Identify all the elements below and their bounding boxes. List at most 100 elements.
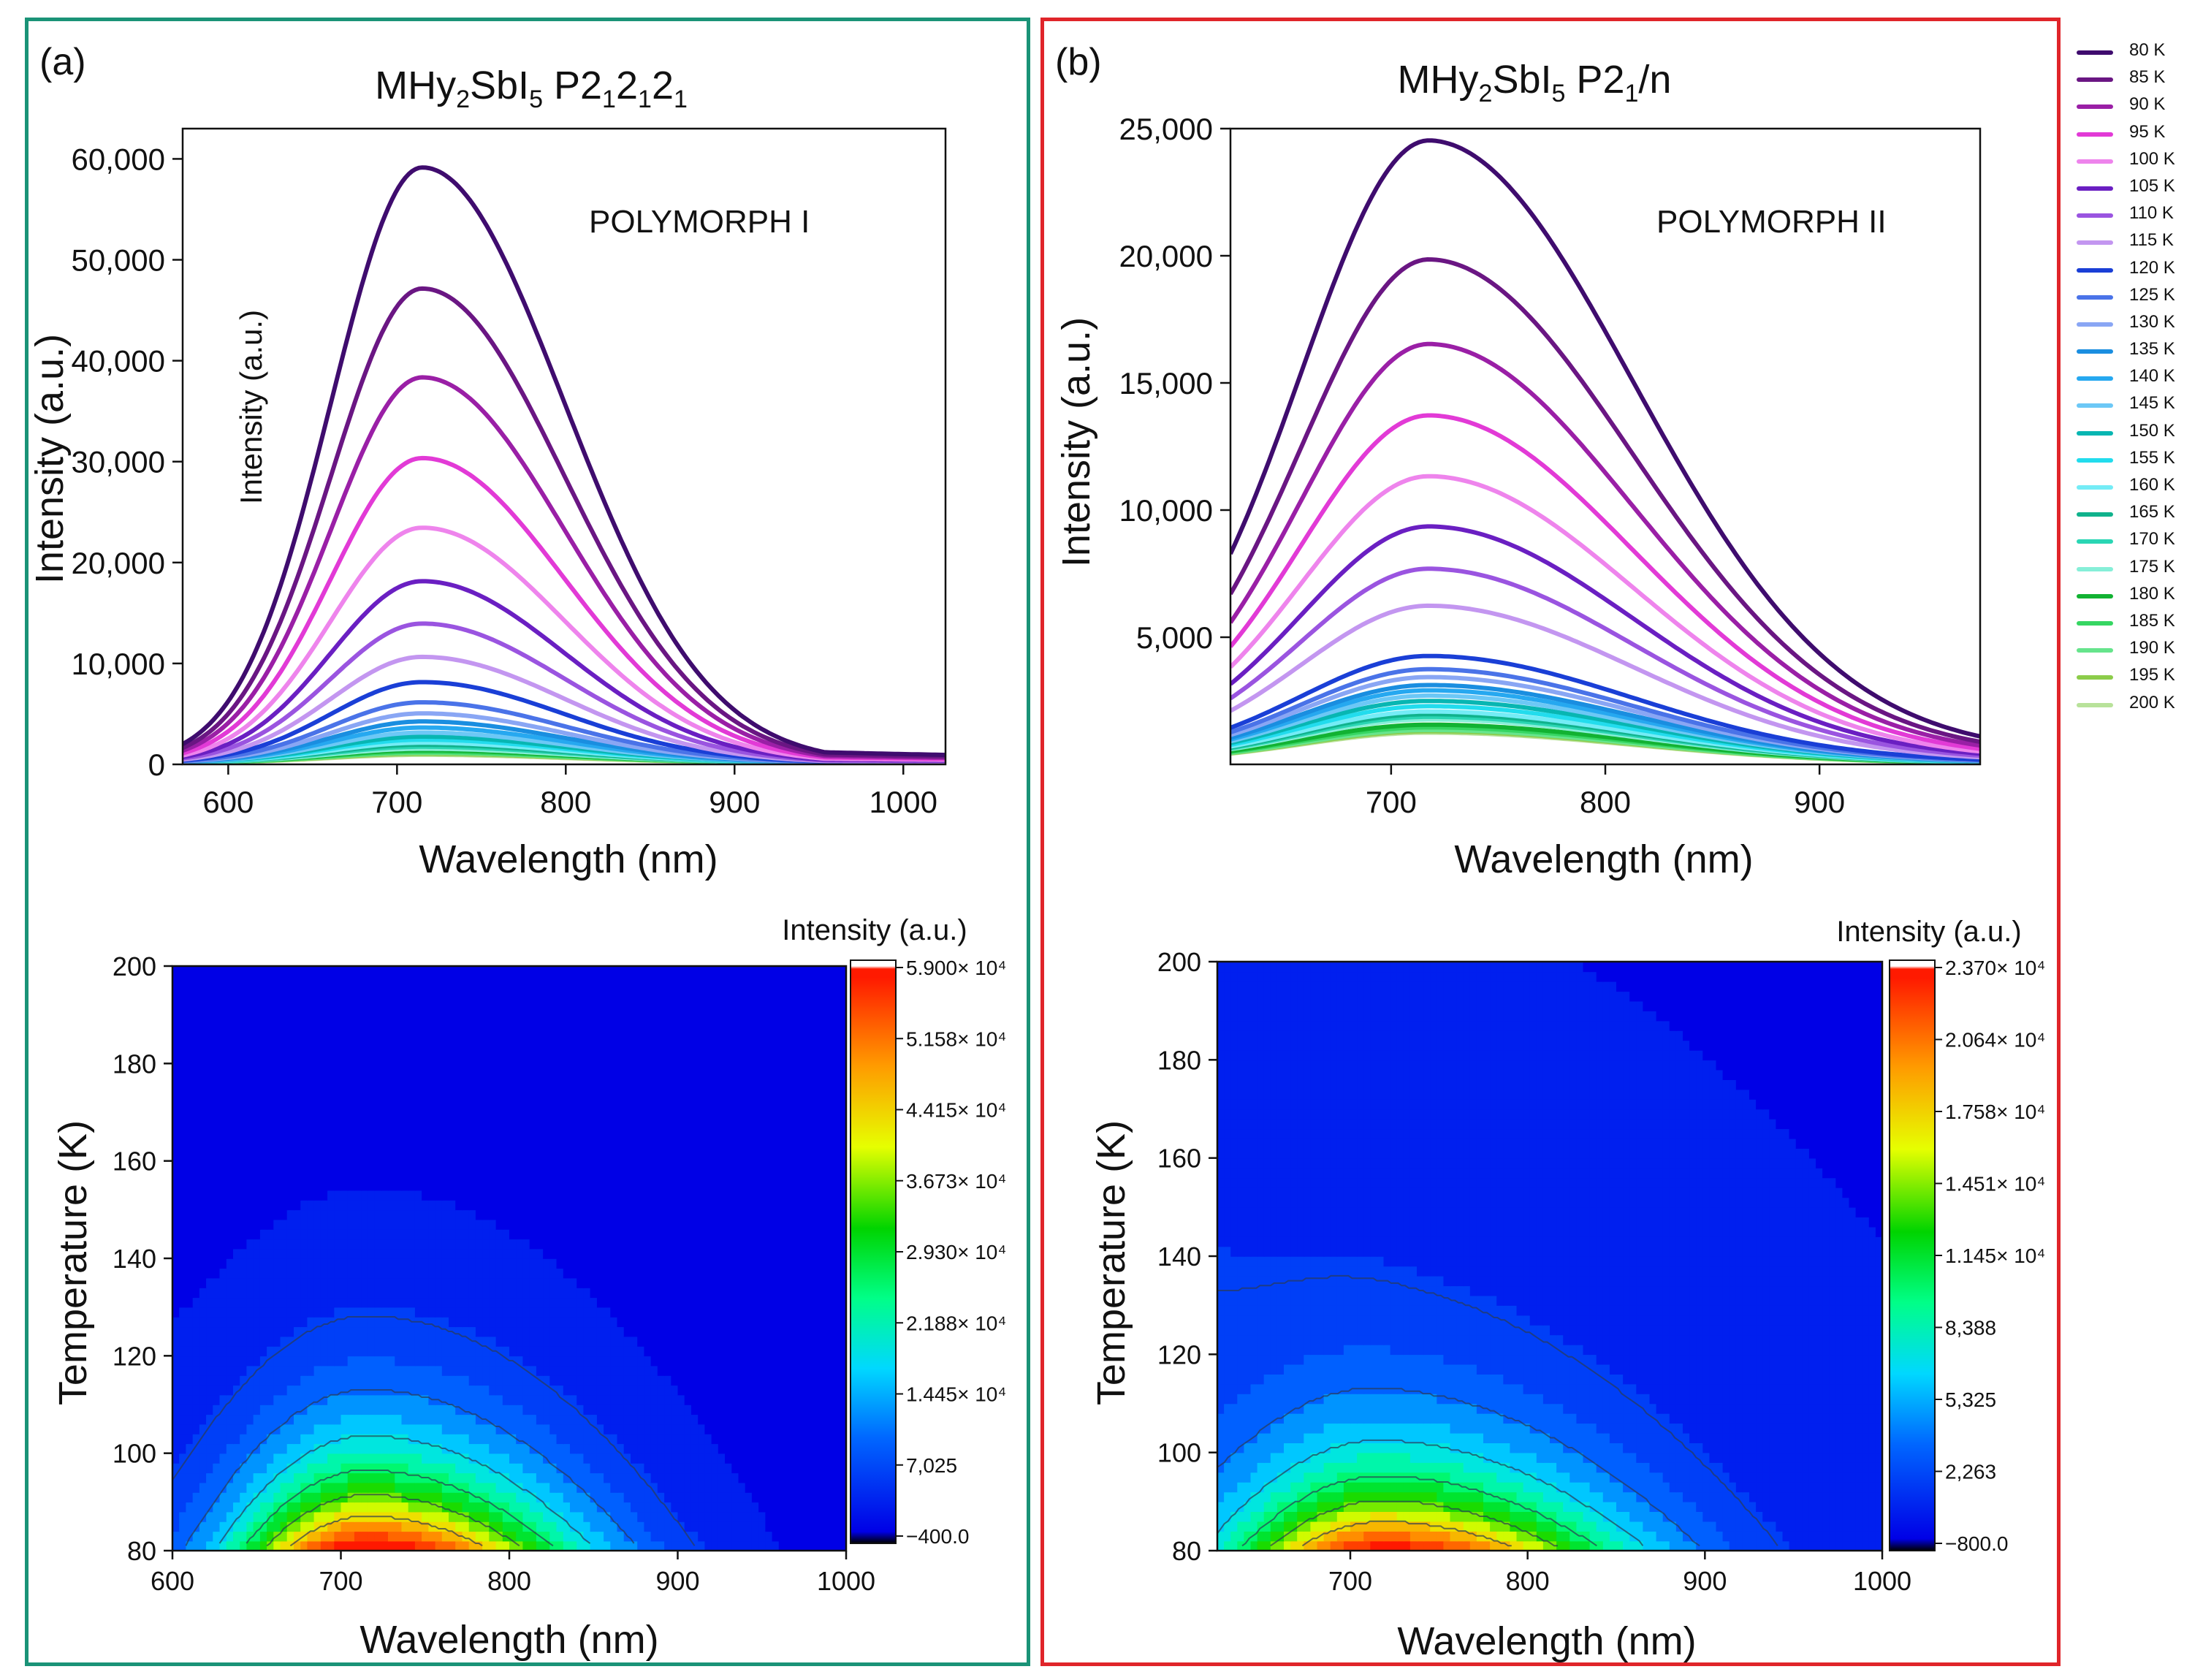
heatmap-cell	[650, 1307, 658, 1318]
heatmap-cell	[233, 1277, 240, 1288]
heatmap-cell	[435, 1258, 443, 1269]
heatmap-cell	[812, 1521, 820, 1532]
heatmap-cell	[468, 1229, 476, 1240]
heatmap-cell	[812, 1248, 820, 1259]
heatmap-cell	[381, 1443, 389, 1454]
heatmap-cell	[435, 1102, 443, 1113]
heatmap-cell	[340, 1141, 349, 1152]
heatmap-cell	[259, 1492, 267, 1503]
heatmap-cell	[186, 1511, 194, 1522]
heatmap-cell	[502, 1453, 510, 1464]
heatmap-cell	[468, 1288, 476, 1299]
heatmap-cell	[226, 1297, 234, 1308]
heatmap-cell	[199, 1434, 207, 1445]
heatmap-cell	[543, 1346, 551, 1357]
heatmap-cell	[294, 1239, 301, 1250]
heatmap-cell	[556, 1482, 564, 1493]
heatmap-cell	[327, 1414, 335, 1425]
heatmap-cell	[428, 1122, 436, 1133]
heatmap-cell	[246, 1414, 254, 1425]
heatmap-cell	[286, 1385, 294, 1396]
heatmap-cell	[361, 1463, 369, 1474]
heatmap-cell	[455, 1317, 463, 1328]
heatmap-cell	[495, 1424, 503, 1434]
heatmap-cell	[192, 1375, 200, 1386]
heatmap-cell	[300, 1171, 308, 1182]
heatmap-cell	[792, 1102, 800, 1113]
heatmap-cell	[704, 1375, 712, 1386]
heatmap-cell	[273, 1317, 281, 1328]
heatmap-cell	[441, 1336, 449, 1347]
heatmap-cell	[441, 1521, 449, 1532]
heatmap-cell	[388, 1394, 395, 1405]
heatmap-cell	[340, 1200, 349, 1211]
heatmap-cell	[738, 1482, 746, 1493]
heatmap-cell	[294, 1375, 301, 1386]
heatmap-cell	[522, 1540, 530, 1551]
heatmap-cell	[745, 1385, 753, 1396]
heatmap-cell	[690, 1297, 699, 1308]
heatmap-cell	[307, 1248, 315, 1259]
legend-swatch	[2077, 267, 2113, 273]
heatmap-cell	[509, 1229, 517, 1240]
heatmap-cell	[832, 1540, 840, 1551]
legend-swatch	[2077, 512, 2113, 517]
heatmap-cell	[509, 1531, 517, 1542]
legend-label: 145 K	[2129, 393, 2175, 414]
heatmap-cell	[253, 1346, 261, 1357]
heatmap-cell	[536, 1356, 544, 1367]
heatmap-cell	[186, 1307, 194, 1318]
heatmap-cell	[792, 1307, 800, 1318]
heatmap-cell	[354, 1209, 362, 1220]
heatmap-cell	[819, 1171, 827, 1182]
heatmap-cell	[522, 1190, 530, 1201]
heatmap-cell	[347, 1297, 355, 1308]
heatmap-cell	[267, 1317, 275, 1328]
heatmap-cell	[657, 1141, 665, 1152]
heatmap-cell	[596, 1297, 604, 1308]
heatmap-cell	[819, 1365, 827, 1376]
heatmap-cell	[199, 1160, 207, 1171]
heatmap-cell	[468, 1171, 476, 1182]
heatmap-cell	[395, 1472, 403, 1483]
heatmap-cell	[462, 1405, 470, 1415]
heatmap-cell	[475, 1160, 483, 1171]
heatmap-cell	[307, 1239, 315, 1250]
heatmap-cell	[199, 1229, 207, 1240]
heatmap-cell	[812, 1141, 820, 1152]
heatmap-cell	[300, 1317, 308, 1328]
heatmap-cell	[354, 1229, 362, 1240]
heatmap-cell	[192, 1092, 200, 1103]
heatmap-cell	[294, 1521, 301, 1532]
heatmap-cell	[832, 1229, 840, 1240]
heatmap-cell	[307, 1375, 315, 1386]
heatmap-cell	[570, 1326, 577, 1337]
heatmap-cell	[529, 1492, 537, 1503]
heatmap-cell	[718, 1180, 726, 1191]
heatmap-cell	[186, 1492, 194, 1503]
heatmap-cell	[812, 1453, 820, 1464]
heatmap-cell	[650, 1151, 658, 1162]
heatmap-cell	[286, 1424, 294, 1434]
heatmap-cell	[799, 1190, 807, 1201]
heatmap-cell	[516, 1317, 524, 1328]
heatmap-cell	[577, 1385, 585, 1396]
heatmap-cell	[644, 1122, 652, 1133]
heatmap-cell	[381, 1463, 389, 1474]
heatmap-cell	[671, 1434, 679, 1445]
heatmap-cell	[751, 1521, 759, 1532]
heatmap-cell	[408, 1453, 416, 1464]
heatmap-cell	[280, 1248, 288, 1259]
heatmap-cell	[449, 1540, 456, 1551]
heatmap-cell	[267, 1180, 275, 1191]
heatmap-cell	[468, 1434, 476, 1445]
heatmap-cell	[489, 1171, 497, 1182]
heatmap-cell	[556, 1092, 564, 1103]
heatmap-cell	[536, 1365, 544, 1376]
heatmap-cell	[772, 1180, 780, 1191]
heatmap-cell	[765, 1385, 773, 1396]
heatmap-cell	[381, 1297, 389, 1308]
heatmap-cell	[718, 1248, 726, 1259]
heatmap-cell	[226, 1200, 234, 1211]
heatmap-cell	[408, 1160, 416, 1171]
